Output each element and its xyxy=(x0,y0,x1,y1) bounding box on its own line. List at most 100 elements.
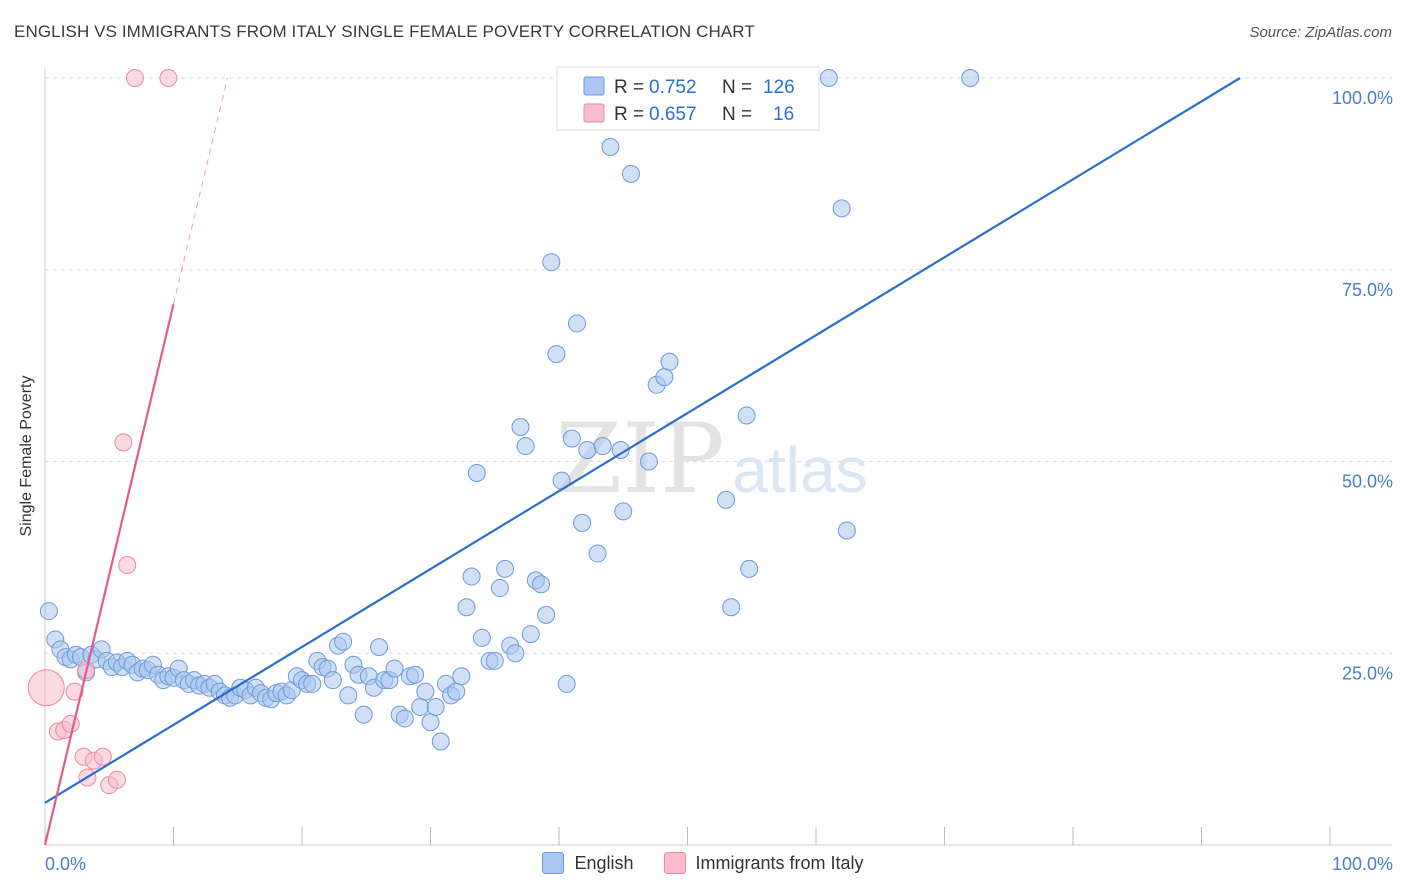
english-point-87 xyxy=(490,579,509,598)
trendlines xyxy=(43,77,1241,846)
english-point-100 xyxy=(557,674,576,693)
legend-english-n-value: 126 xyxy=(763,77,795,98)
tick-labels: 25.0% 50.0% 75.0% 100.0% 0.0% 100.0% xyxy=(45,88,1393,874)
series-legend: English Immigrants from Italy xyxy=(0,852,1406,874)
english-point-79 xyxy=(447,682,466,701)
english-point-125 xyxy=(819,69,838,87)
english-point-105 xyxy=(588,544,607,563)
watermark: ZIP atlas xyxy=(555,403,867,515)
english-point-113 xyxy=(655,368,674,387)
english-point-69 xyxy=(395,709,414,728)
english-point-126 xyxy=(832,199,851,218)
english-point-84 xyxy=(472,628,491,647)
english-point-82 xyxy=(462,567,481,586)
english-point-102 xyxy=(567,314,586,333)
english-point-86 xyxy=(485,651,504,670)
english-point-57 xyxy=(334,632,353,651)
english-point-61 xyxy=(354,705,373,724)
english-point-111 xyxy=(639,452,658,471)
axes xyxy=(44,68,1392,846)
legend-italy-label: Immigrants from Italy xyxy=(695,852,864,873)
english-point-101 xyxy=(562,429,581,448)
english-point-98 xyxy=(547,345,566,364)
legend-english-n-label: N = xyxy=(722,77,752,98)
english-point-93 xyxy=(521,625,540,644)
italy-swatch xyxy=(663,852,686,874)
italy-trendline-extension xyxy=(173,77,228,305)
english-point-104 xyxy=(578,440,597,459)
english-point-119 xyxy=(722,598,741,617)
english-point-92 xyxy=(516,437,535,456)
english-point-121 xyxy=(740,559,759,578)
english-swatch xyxy=(542,852,565,874)
watermark-atlas: atlas xyxy=(732,434,867,506)
italy-trendline xyxy=(43,304,175,846)
english-point-55 xyxy=(323,671,342,690)
watermark-zip: ZIP xyxy=(555,403,724,515)
english-point-51 xyxy=(303,674,322,693)
italy-point-3 xyxy=(61,714,80,733)
gridlines xyxy=(45,77,1392,654)
english-point-58 xyxy=(339,686,358,705)
english-point-109 xyxy=(614,502,633,521)
correlation-legend: R = 0.752 N = 126 R = 0.657 N = 16 xyxy=(556,66,820,131)
english-point-0 xyxy=(39,602,58,621)
english-point-107 xyxy=(601,138,620,157)
english-trendline xyxy=(44,77,1241,804)
legend-english-label: English xyxy=(574,852,634,873)
legend-italy-n-label: N = xyxy=(722,104,752,125)
english-point-74 xyxy=(421,713,440,732)
legend-item-english[interactable]: English xyxy=(542,852,634,874)
english-points xyxy=(39,69,980,751)
english-point-114 xyxy=(660,352,679,371)
english-point-120 xyxy=(737,406,756,425)
english-point-91 xyxy=(511,417,530,436)
legend-italy-r-value: 0.657 xyxy=(649,104,697,125)
y-tick-label-100: 100.0% xyxy=(1332,88,1393,108)
english-point-67 xyxy=(385,659,404,678)
italy-point-14 xyxy=(125,69,144,87)
italy-point-4 xyxy=(65,682,84,701)
english-point-64 xyxy=(370,638,389,657)
italy-point-0 xyxy=(27,669,65,707)
y-tick-label-50: 50.0% xyxy=(1342,472,1393,492)
english-point-128 xyxy=(961,69,980,87)
italy-point-15 xyxy=(159,69,178,87)
legend-italy-r-label: R = xyxy=(614,104,644,125)
english-point-96 xyxy=(537,605,556,624)
y-tick-label-75: 75.0% xyxy=(1342,280,1393,300)
english-point-72 xyxy=(411,697,430,716)
english-point-118 xyxy=(717,490,736,509)
italy-point-9 xyxy=(93,747,112,766)
english-point-127 xyxy=(837,521,856,540)
english-point-110 xyxy=(621,164,640,183)
english-point-75 xyxy=(426,697,445,716)
x-tick-label-0: 0.0% xyxy=(45,854,86,874)
chart-title: ENGLISH VS IMMIGRANTS FROM ITALY SINGLE … xyxy=(14,22,755,41)
english-point-90 xyxy=(506,644,525,663)
italy-point-13 xyxy=(118,556,137,575)
english-point-95 xyxy=(532,575,551,594)
english-point-71 xyxy=(406,665,425,684)
english-point-88 xyxy=(496,559,515,578)
legend-english-swatch xyxy=(583,76,605,96)
english-point-97 xyxy=(542,253,561,272)
english-point-103 xyxy=(573,513,592,532)
english-point-80 xyxy=(452,667,471,686)
x-tick-label-100: 100.0% xyxy=(1332,854,1393,874)
english-point-73 xyxy=(416,682,435,701)
legend-english-r-value: 0.752 xyxy=(649,77,697,98)
italy-points xyxy=(27,69,178,795)
english-point-108 xyxy=(611,440,630,459)
legend-italy-n-value: 16 xyxy=(773,104,794,125)
legend-english-r-label: R = xyxy=(614,77,644,98)
italy-point-12 xyxy=(114,433,133,452)
italy-point-11 xyxy=(107,770,126,789)
y-tick-label-25: 25.0% xyxy=(1342,663,1393,683)
source-label: Source: ZipAtlas.com xyxy=(1249,24,1392,41)
english-point-106 xyxy=(593,437,612,456)
english-point-76 xyxy=(431,732,450,751)
legend-italy-swatch xyxy=(583,103,605,123)
legend-item-italy[interactable]: Immigrants from Italy xyxy=(663,852,864,874)
